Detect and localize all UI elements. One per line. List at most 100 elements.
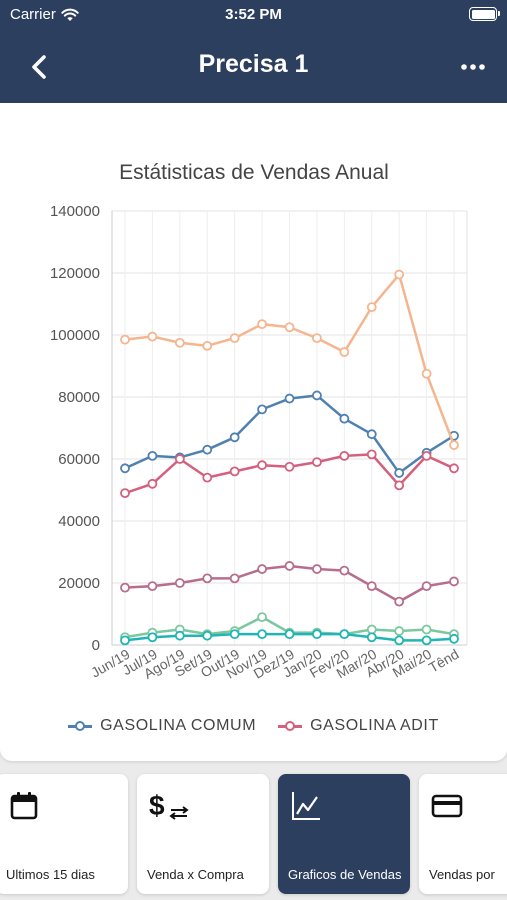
data-point [120, 488, 130, 499]
data-point [229, 333, 240, 344]
data-point [421, 581, 432, 592]
bottom-tab-bar: Ultimos 15 dias $ Venda x Compra Grafico… [0, 771, 507, 900]
data-point [120, 582, 130, 593]
data-point [147, 632, 158, 643]
dollar-exchange-icon: $ [149, 790, 189, 821]
data-point [394, 269, 405, 280]
data-point [339, 629, 350, 640]
data-point [202, 573, 213, 584]
data-point [284, 393, 295, 404]
data-point [257, 629, 267, 640]
data-point [312, 333, 322, 344]
tab-label: Vendas por [429, 867, 495, 882]
series [120, 561, 459, 607]
data-point [394, 468, 405, 478]
data-point [284, 629, 295, 640]
data-point [339, 450, 350, 461]
data-point [284, 461, 295, 472]
data-point [339, 347, 350, 357]
data-point [366, 449, 377, 460]
data-point [312, 457, 322, 468]
series [120, 449, 459, 499]
data-point [257, 460, 267, 471]
data-point [366, 632, 377, 643]
chart-card: Estátisticas de Vendas Anual 0 20000 40000… [0, 103, 507, 761]
credit-card-icon [431, 794, 463, 818]
data-point [202, 444, 213, 455]
tab-label: Venda x Compra [147, 867, 244, 882]
data-point [229, 573, 240, 584]
chart-series [120, 269, 459, 646]
back-chevron-icon[interactable] [22, 50, 56, 84]
data-point [120, 635, 130, 646]
data-point [394, 480, 405, 491]
tab-venda-x-compra[interactable]: $ Venda x Compra [137, 774, 269, 894]
data-point [339, 565, 350, 576]
data-point [202, 472, 213, 483]
data-point [394, 626, 405, 636]
legend-marker [278, 721, 303, 731]
data-point [174, 578, 185, 588]
chart-grid [112, 210, 468, 646]
tab-label: Ultimos 15 dias [6, 867, 95, 882]
data-point [174, 630, 185, 641]
line-chart-icon [292, 792, 320, 820]
x-tick-label: Tênd [426, 646, 462, 676]
data-point [147, 450, 158, 461]
wifi-icon [61, 8, 79, 21]
chart-legend: GASOLINA COMUM GASOLINA ADIT [0, 717, 507, 735]
data-point [449, 576, 459, 587]
legend-marker [68, 721, 93, 731]
y-tick-label: 0 [92, 637, 100, 654]
more-dots-icon[interactable] [457, 54, 489, 80]
data-point [174, 337, 185, 348]
status-bar: Carrier 3:52 PM [0, 0, 507, 30]
data-point [147, 331, 158, 342]
data-point [229, 629, 240, 640]
data-point [449, 440, 459, 450]
data-point [394, 596, 405, 607]
svg-text:$: $ [149, 790, 165, 821]
y-tick-label: 40000 [58, 513, 100, 530]
legend-label: GASOLINA ADIT [310, 717, 439, 734]
y-tick-label: 120000 [50, 265, 100, 282]
legend-item-gasolina-comum[interactable]: GASOLINA COMUM [68, 717, 256, 735]
data-point [120, 334, 130, 345]
data-point [257, 319, 267, 330]
data-point [257, 612, 267, 622]
data-point [449, 463, 459, 474]
data-point [366, 429, 377, 440]
data-point [120, 463, 130, 474]
y-tick-label: 60000 [58, 451, 100, 468]
data-point [421, 624, 432, 635]
data-point [229, 432, 240, 443]
data-point [147, 581, 158, 592]
y-tick-label: 80000 [58, 389, 100, 406]
carrier-name: Carrier [10, 6, 56, 23]
data-point [284, 322, 295, 333]
data-point [421, 368, 432, 379]
legend-item-gasolina-adit[interactable]: GASOLINA ADIT [278, 717, 439, 735]
data-point [339, 413, 350, 424]
battery-icon [469, 7, 500, 21]
tab-vendas-por[interactable]: Vendas por [419, 774, 507, 894]
data-point [394, 635, 405, 646]
data-point [202, 630, 213, 641]
y-tick-label: 100000 [50, 327, 100, 344]
sales-line-chart: Estátisticas de Vendas Anual 0 20000 40000… [50, 161, 468, 682]
tab-label: Graficos de Vendas [288, 867, 402, 882]
series [120, 269, 459, 450]
chart-axes: 020000400006000080000100000120000140000J… [50, 203, 467, 682]
legend-label: GASOLINA COMUM [100, 717, 257, 734]
tab-graficos-de-vendas[interactable]: Graficos de Vendas [278, 774, 410, 894]
page-title: Precisa 1 [198, 50, 309, 78]
data-point [202, 340, 213, 351]
data-point [312, 629, 322, 640]
data-point [284, 561, 295, 571]
data-point [147, 478, 158, 489]
data-point [257, 404, 267, 415]
status-time: 3:52 PM [225, 6, 282, 23]
data-point [421, 635, 432, 646]
series [120, 629, 459, 646]
tab-ultimos-15-dias[interactable]: Ultimos 15 dias [0, 774, 128, 894]
